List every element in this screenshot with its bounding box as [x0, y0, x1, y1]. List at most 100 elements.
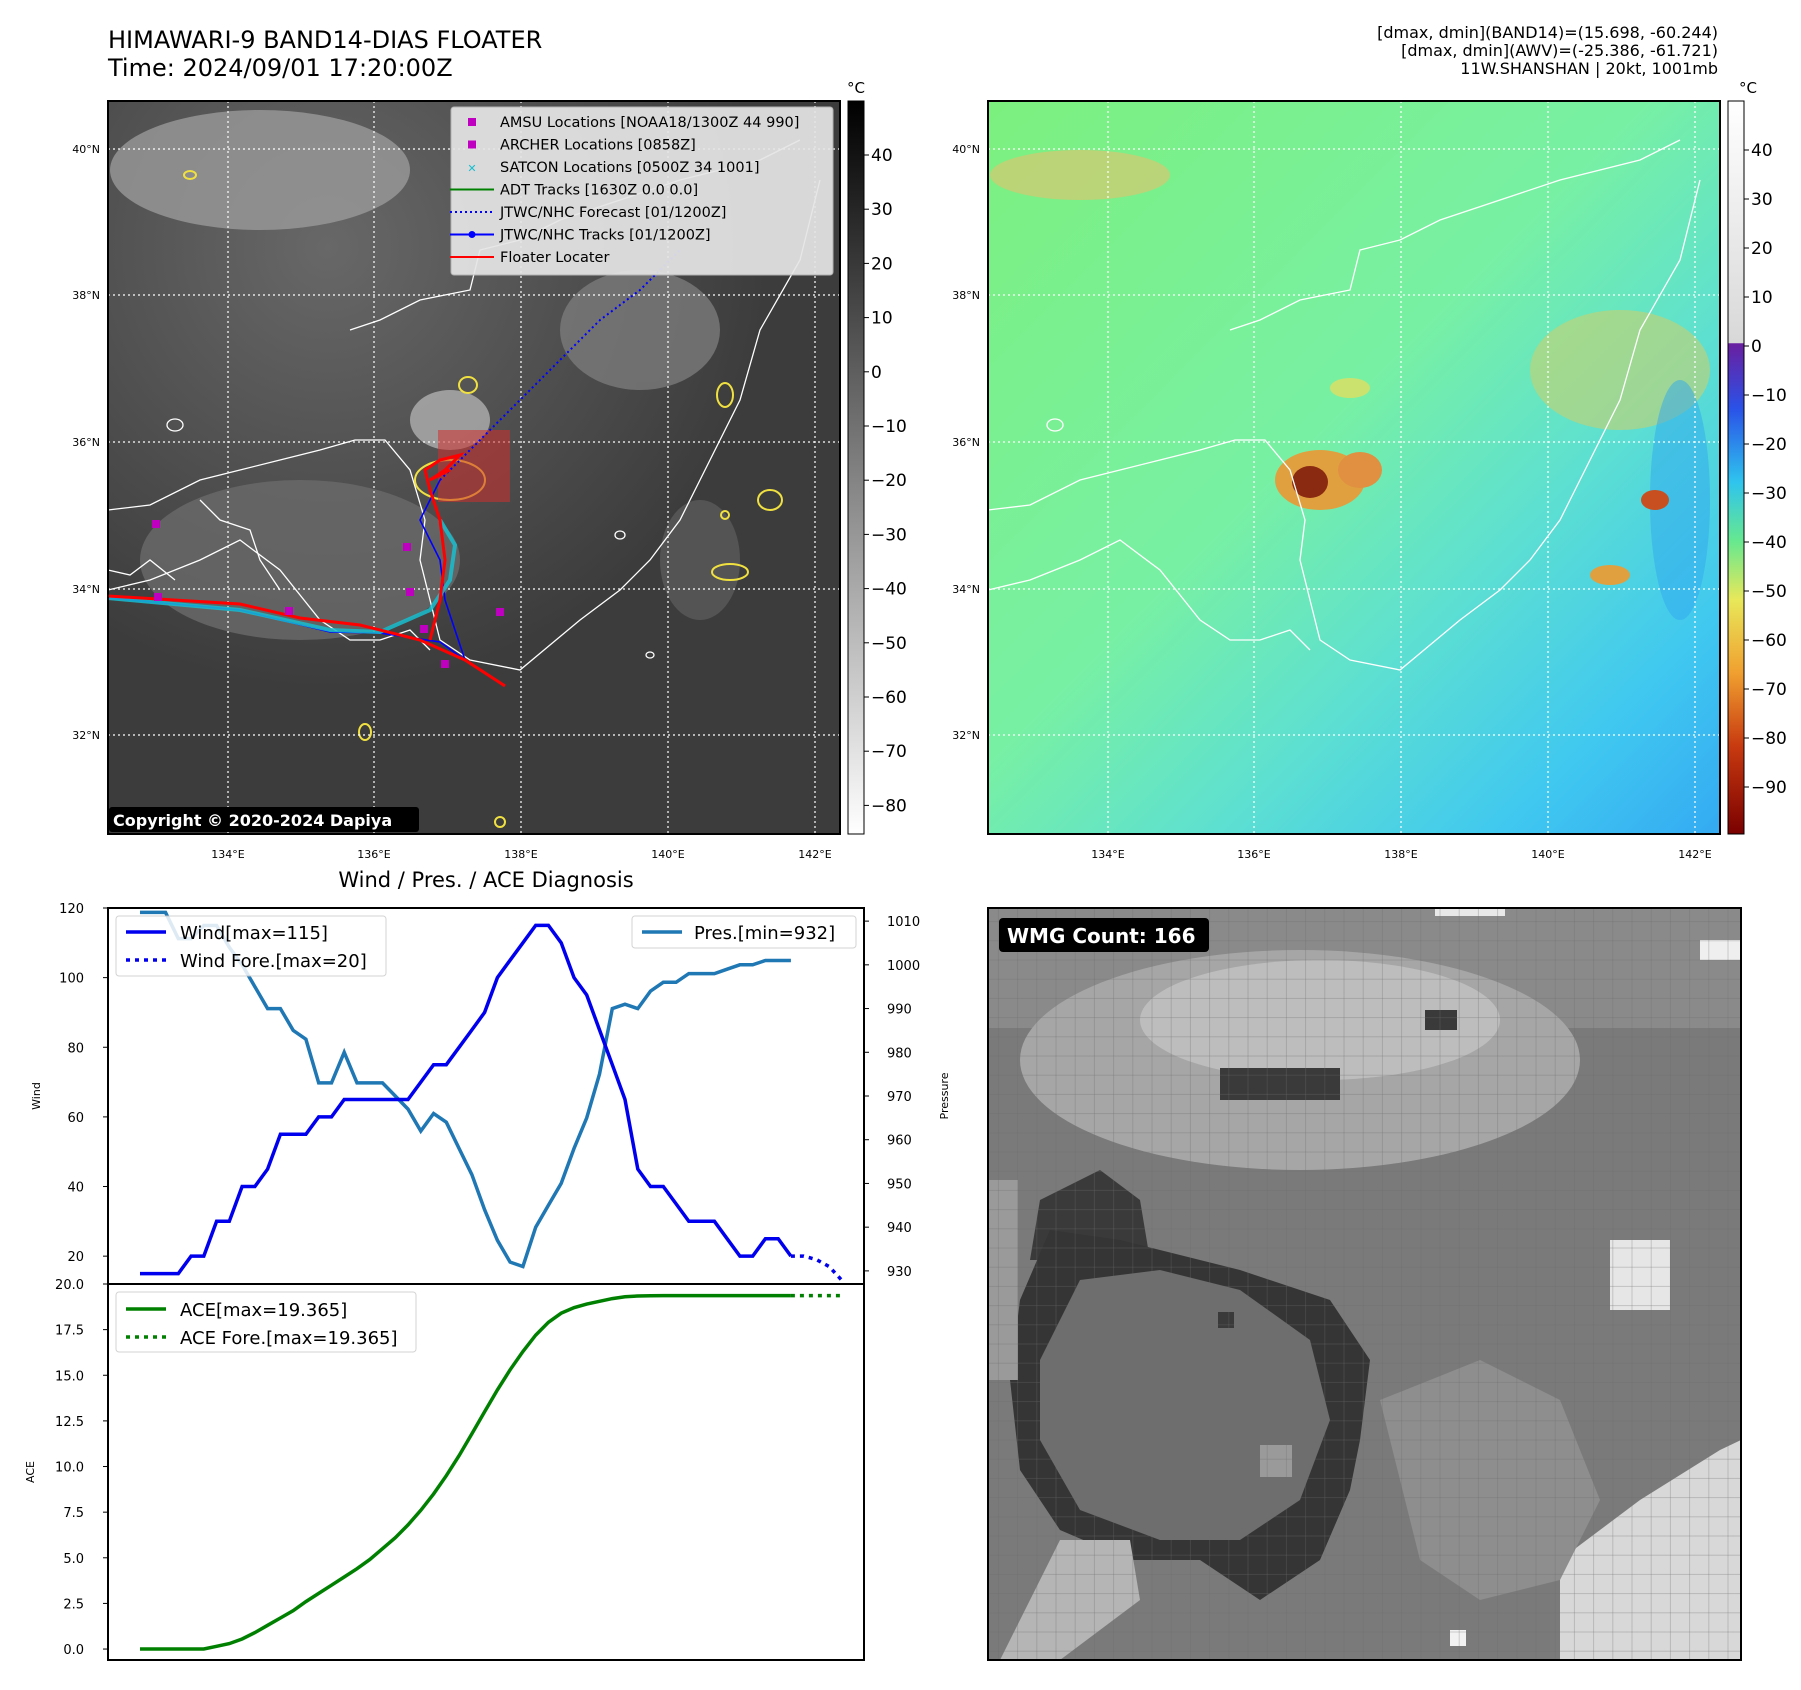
- lon-label: 138°E: [1384, 848, 1417, 861]
- colorbar-tick-label: 10: [1751, 288, 1773, 308]
- awv-lat-labels: 40°N 38°N 36°N 34°N 32°N: [952, 143, 980, 742]
- legend-label: ACE[max=19.365]: [180, 1300, 347, 1321]
- wind-pressure-chart: Wind / Pres. / ACE Diagnosis Wind Pressu…: [30, 868, 951, 1285]
- ir-lon-labels: 134°E 136°E 138°E 140°E 142°E: [211, 848, 831, 861]
- lon-label: 138°E: [504, 848, 537, 861]
- wind-line: [140, 923, 793, 1276]
- wind-legend: Wind[max=115] Wind Fore.[max=20]: [115, 915, 387, 977]
- y-tick-label: 15.0: [55, 1369, 84, 1384]
- lat-label: 32°N: [952, 729, 980, 742]
- y-tick-label: 60: [67, 1111, 84, 1126]
- stats-header: [dmax, dmin](BAND14)=(15.698, -60.244) […: [1377, 24, 1718, 78]
- legend-marker: ✕: [467, 162, 476, 175]
- floater-track: [107, 452, 506, 688]
- awv-map-frame: [987, 100, 1721, 835]
- colorbar-tick-label: 20: [871, 254, 893, 274]
- colorbar-tick-label: 20: [1751, 239, 1773, 259]
- legend-label: Wind[max=115]: [180, 923, 328, 944]
- colorbar-tick-label: −20: [871, 471, 907, 491]
- stats-line-2: [dmax, dmin](AWV)=(-25.386, -61.721): [1401, 41, 1718, 60]
- y2-tick-label: 990: [887, 1003, 912, 1018]
- colorbar-tick-label: −80: [1751, 729, 1787, 749]
- legend-box: [115, 915, 387, 977]
- y-tick-label: 40: [67, 1181, 84, 1196]
- awv-lon-labels: 134°E 136°E 138°E 140°E 142°E: [1091, 848, 1711, 861]
- y-tick-label: 20: [67, 1250, 84, 1265]
- stats-line-1: [dmax, dmin](BAND14)=(15.698, -60.244): [1377, 23, 1718, 42]
- y-tick-label: 100: [59, 972, 84, 987]
- ace-line: [140, 1293, 791, 1651]
- legend-label: Floater Locater: [500, 250, 609, 266]
- lat-label: 40°N: [72, 143, 100, 156]
- legend-marker: [468, 118, 476, 126]
- lon-label: 140°E: [651, 848, 684, 861]
- legend-label: JTWC/NHC Tracks [01/1200Z]: [499, 228, 711, 244]
- ir-colorbar: [847, 100, 865, 835]
- ir-map-frame: [107, 100, 841, 835]
- y-tick-label: 80: [67, 1041, 84, 1056]
- ace-y-ticks: 0.0 2.5 5.0 7.5 10.0 12.5 15.0 17.5 20.0: [55, 1278, 108, 1658]
- lat-label: 36°N: [952, 436, 980, 449]
- y2-tick-label: 960: [887, 1134, 912, 1149]
- awv-gridlines: [988, 101, 1720, 834]
- y-tick-label: 10.0: [55, 1461, 84, 1476]
- wmg-panel: WMG Count: 166: [987, 907, 1742, 1661]
- ace-axis-label: ACE: [24, 1461, 37, 1483]
- y2-tick-label: 950: [887, 1177, 912, 1192]
- awv-coastlines: [987, 139, 1701, 671]
- y-tick-label: 17.5: [55, 1324, 84, 1339]
- lat-label: 32°N: [72, 729, 100, 742]
- title-line-1: HIMAWARI-9 BAND14-DIAS FLOATER: [108, 26, 543, 54]
- awv-colorbar-ticks: 40 30 20 10 0 −10 −20 −30 −40 −50 −60 −70 −80 −90: [1744, 141, 1787, 798]
- colorbar-tick-label: 40: [871, 146, 893, 166]
- wind-axis-label: Wind: [30, 1082, 43, 1110]
- diagnosis-chart-title: Wind / Pres. / ACE Diagnosis: [338, 868, 633, 892]
- colorbar-tick-label: −90: [1751, 778, 1787, 798]
- copyright-box: [109, 807, 419, 832]
- colorbar-tick-label: 0: [1751, 337, 1762, 357]
- lon-label: 136°E: [357, 848, 390, 861]
- colorbar-tick-label: −10: [1751, 386, 1787, 406]
- awv-colorbar: [1727, 100, 1745, 835]
- colorbar-tick-label: −10: [871, 417, 907, 437]
- lon-label: 134°E: [1091, 848, 1124, 861]
- colorbar-tick-label: −50: [871, 634, 907, 654]
- ir-cloud-features: [110, 110, 740, 640]
- legend-marker: [468, 140, 476, 149]
- legend-label: ACE Fore.[max=19.365]: [180, 1328, 398, 1349]
- y2-tick-label: 970: [887, 1090, 912, 1105]
- colorbar-tick-label: 30: [1751, 190, 1773, 210]
- lon-label: 142°E: [1678, 848, 1711, 861]
- lon-label: 142°E: [798, 848, 831, 861]
- colorbar-tick-label: 0: [871, 363, 882, 383]
- y-tick-label: 2.5: [63, 1597, 84, 1612]
- colorbar-tick-label: 30: [871, 200, 893, 220]
- lat-label: 34°N: [72, 583, 100, 596]
- y2-tick-label: 930: [887, 1265, 912, 1280]
- legend-marker: [468, 231, 476, 238]
- lat-label: 36°N: [72, 436, 100, 449]
- wind-forecast-line: [790, 1254, 844, 1282]
- ir-legend: AMSU Locations [NOAA18/1300Z 44 990] ARCH…: [450, 106, 834, 276]
- colorbar-tick-label: −40: [871, 580, 907, 600]
- legend-label: Pres.[min=932]: [694, 923, 835, 944]
- lat-label: 40°N: [952, 143, 980, 156]
- ir-map-panel: AMSU Locations [NOAA18/1300Z 44 990] ARCH…: [72, 79, 907, 861]
- ir-colorbar-ticks: 40 30 20 10 0 −10 −20 −30 −40 −50 −60 −70 −80: [864, 146, 907, 816]
- amsu-markers: [152, 520, 504, 668]
- adt-track: [107, 518, 458, 635]
- awv-map-panel: 40°N 38°N 36°N 34°N 32°N 134°E 136°E 138°E 140°…: [952, 79, 1787, 861]
- y-tick-label: 0.0: [63, 1643, 84, 1658]
- ir-lat-labels: 40°N 38°N 36°N 34°N 32°N: [72, 143, 100, 742]
- legend-label: JTWC/NHC Forecast [01/1200Z]: [499, 205, 726, 221]
- awv-moisture-features: [990, 150, 1710, 620]
- ace-series: [140, 1293, 842, 1651]
- wind-y-ticks: 20 40 60 80 100 120: [59, 902, 108, 1265]
- pressure-legend: Pres.[min=932]: [631, 915, 857, 949]
- pressure-y-ticks: 930 940 950 960 970 980 990 1000 1010: [864, 915, 920, 1280]
- ace-chart: ACE 0.0 2.5 5.0 7.5 10.0 12.5 15.0 17.5 20.0 ACE…: [24, 1278, 865, 1661]
- colorbar-tick-label: −70: [1751, 680, 1787, 700]
- colorbar-tick-label: −30: [1751, 484, 1787, 504]
- legend-box: [631, 915, 857, 949]
